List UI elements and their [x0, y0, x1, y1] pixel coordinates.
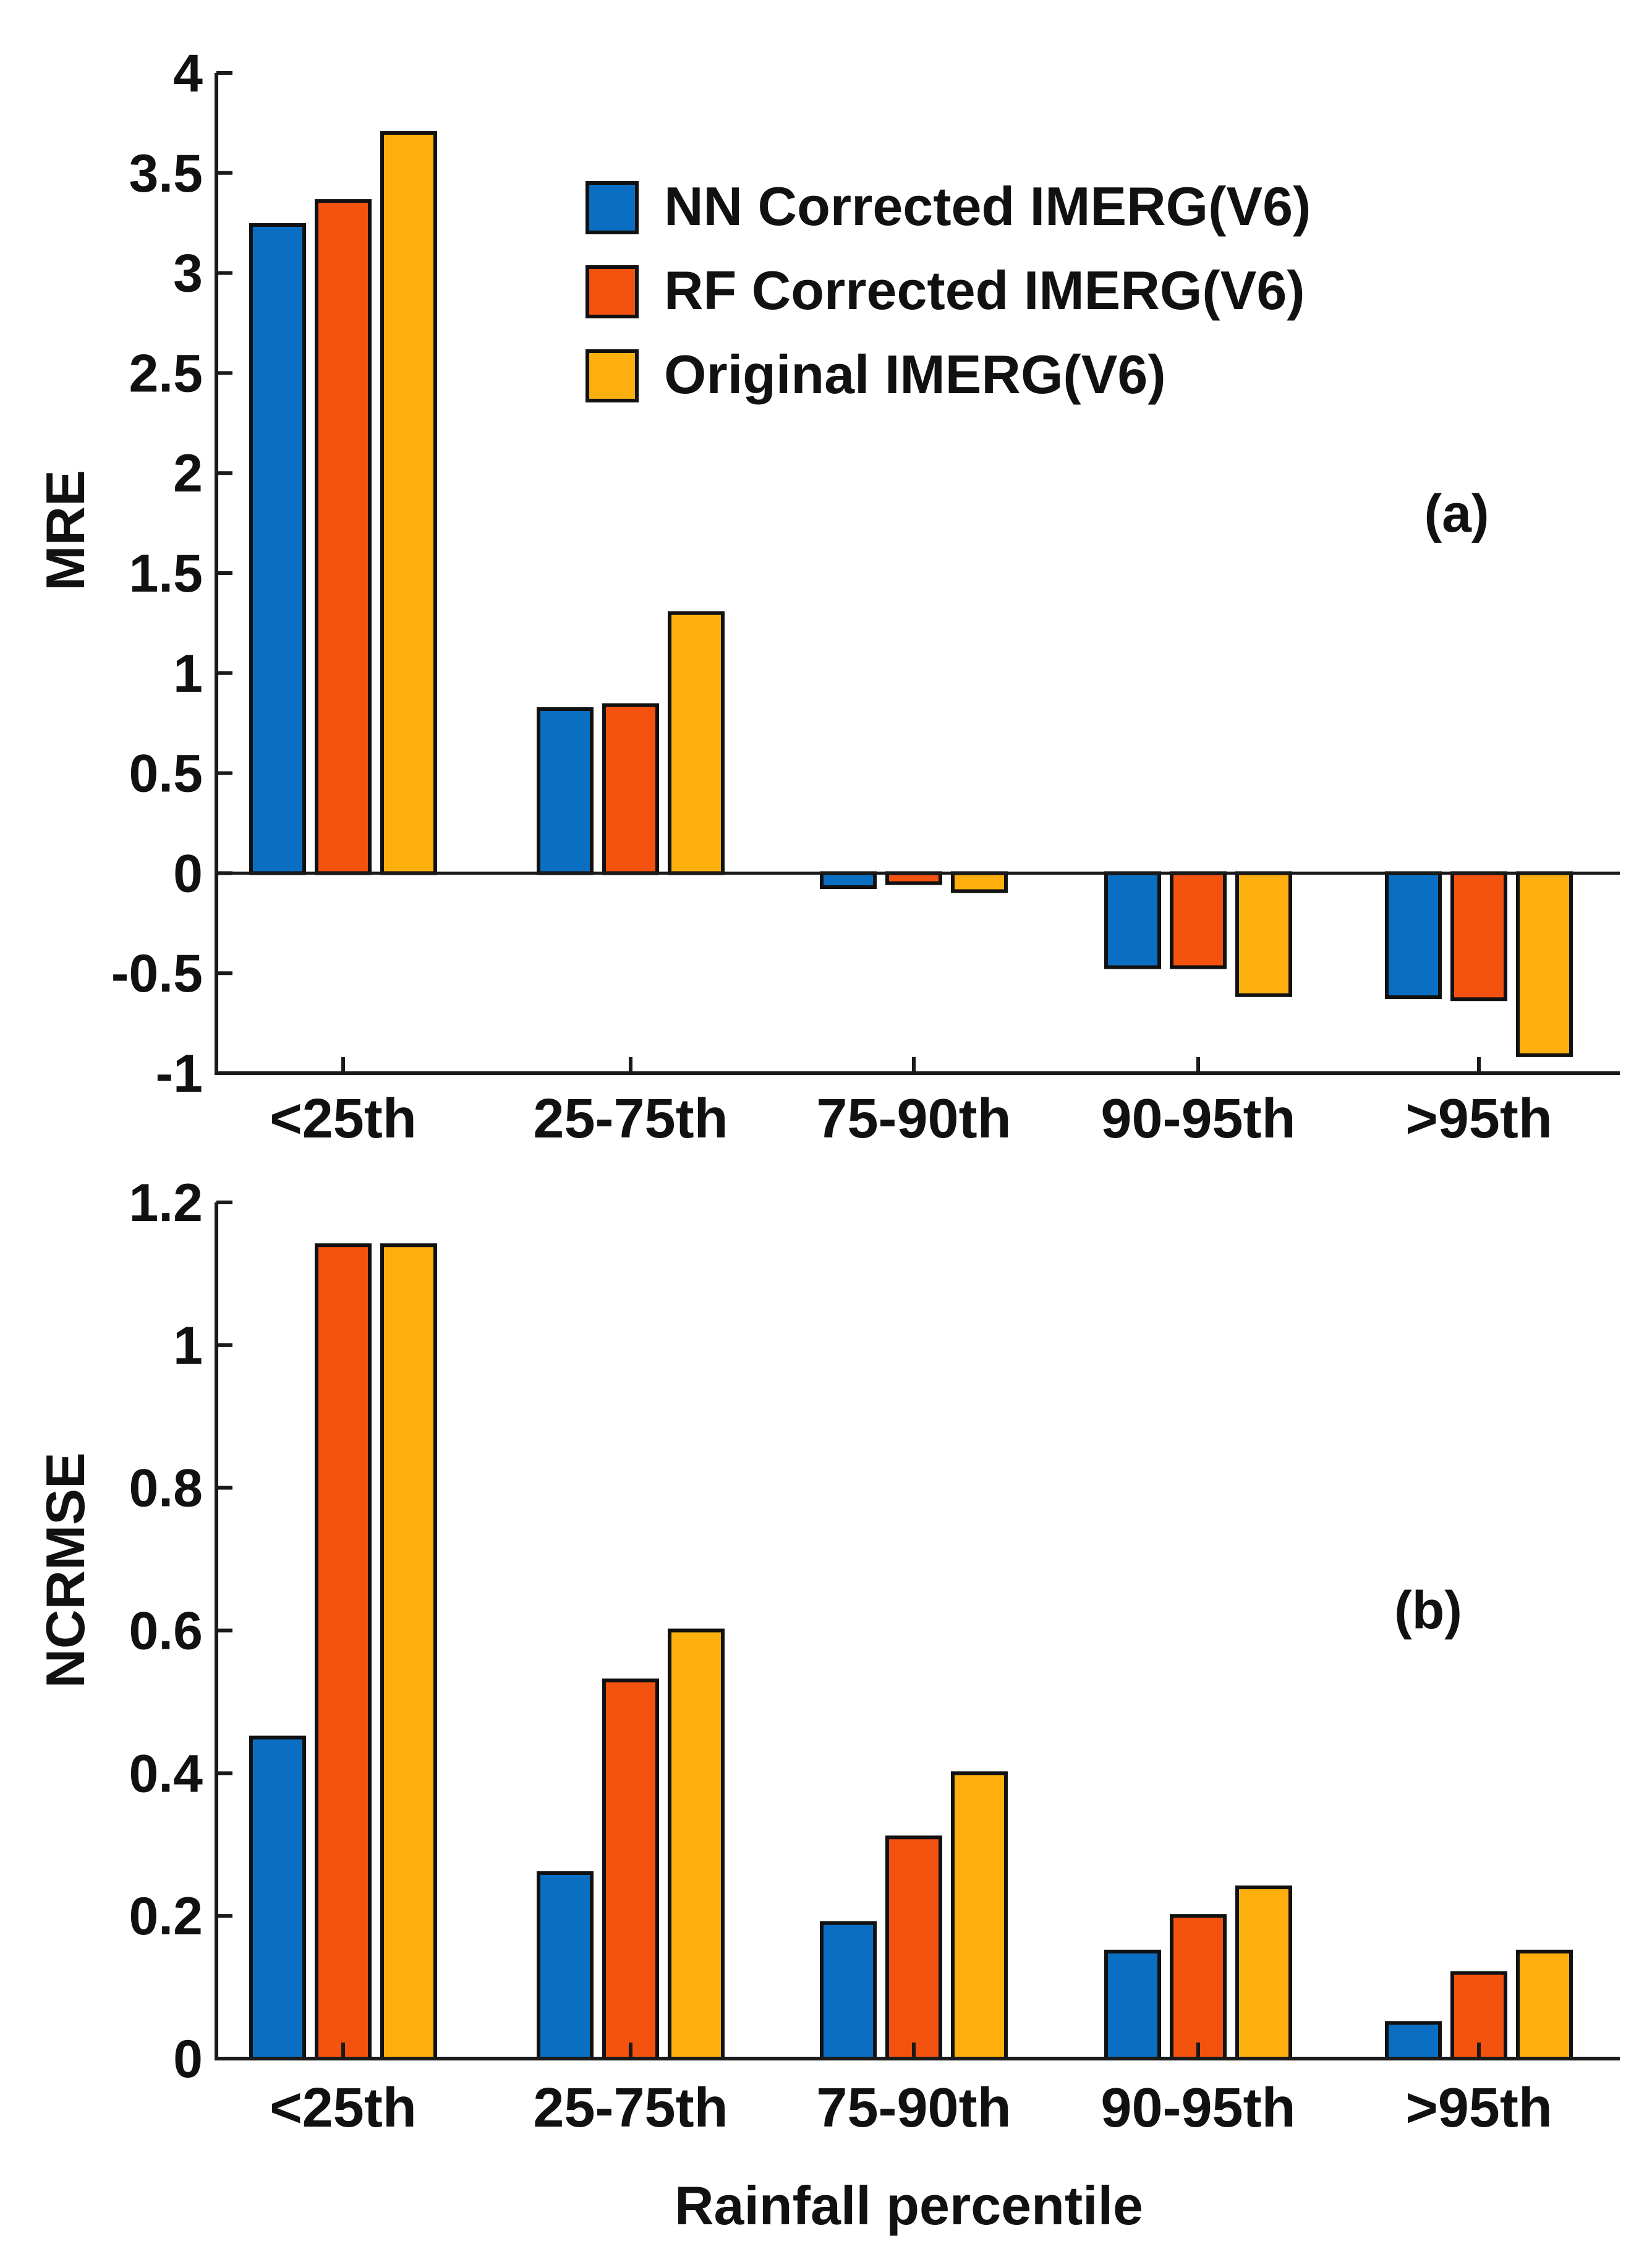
panel-a-y-tick-label: -0.5	[111, 944, 203, 1003]
legend-swatch-rf	[585, 265, 639, 318]
panel-a-bar-orig-25-75	[668, 611, 725, 875]
panel-a-bar-rf-gt95	[1450, 871, 1507, 1001]
legend: NN Corrected IMERG(V6) RF Corrected IMER…	[585, 176, 1311, 405]
panel-b-y-tick-label: 1.2	[129, 1173, 203, 1233]
panel-b-y-tick-label: 0.4	[129, 1744, 203, 1803]
panel-a-y-tick-label: 4	[173, 44, 203, 103]
panel-a-bar-orig-gt95	[1516, 871, 1573, 1057]
panel-b-bar-nn-75-90	[820, 1921, 877, 2060]
panel-b-bar-rf-75-90	[885, 1835, 942, 2060]
panel-b-bar-orig-25-75	[668, 1628, 725, 2060]
panel-a-x-tick-label-75-90: 75-90th	[816, 1088, 1011, 1150]
panel-a-y-tick-label: 2.5	[129, 344, 203, 403]
panel-b-bar-orig-75-90	[951, 1771, 1008, 2060]
panel-b-bar-nn-90-95	[1104, 1949, 1161, 2060]
panel-a-bar-orig-75-90	[951, 871, 1008, 893]
panel-a-x-tick-label-lt25: <25th	[270, 1088, 417, 1150]
panel-b-bar-nn-gt95	[1385, 2021, 1442, 2061]
panel-a-x-tick-label-gt95: >95th	[1405, 1088, 1552, 1150]
panel-b-x-tick-label-gt95: >95th	[1405, 2077, 1552, 2139]
panel-b-bars	[249, 1243, 1573, 2061]
panel-b-bar-nn-lt25	[249, 1735, 306, 2060]
legend-swatch-orig	[585, 349, 639, 402]
panel-a-mre-chart: 4 3.5 3 2.5 2 1.5 1 0.5 0 -0.5 -1 <25th 25-75th 75-9…	[35, 44, 1620, 1150]
panel-b-label: (b)	[1394, 1581, 1462, 1640]
panel-b-y-ticks: 1.2 1 0.8 0.6 0.4 0.2 0	[129, 1173, 232, 2089]
panel-a-y-tick-label: 3.5	[129, 144, 203, 203]
legend-label-orig: Original IMERG(V6)	[664, 344, 1166, 405]
panel-a-bar-nn-lt25	[249, 223, 306, 875]
panel-a-bar-rf-25-75	[602, 703, 659, 875]
x-axis-label: Rainfall percentile	[675, 2175, 1143, 2236]
panel-b-bar-rf-90-95	[1170, 1914, 1227, 2061]
panel-a-x-tick-label-90-95: 90-95th	[1101, 1088, 1295, 1150]
panel-b-x-tick-label-25-75: 25-75th	[533, 2077, 728, 2139]
panel-a-x-tick-label-25-75: 25-75th	[533, 1088, 728, 1150]
panel-a-y-tick-label: -1	[156, 1044, 203, 1103]
panel-a-y-ticks: 4 3.5 3 2.5 2 1.5 1 0.5 0 -0.5 -1	[111, 44, 232, 1103]
panel-a-x-ticks: <25th 25-75th 75-90th 90-95th >95th	[270, 1057, 1552, 1150]
panel-b-bar-orig-90-95	[1235, 1886, 1292, 2060]
panel-b-y-axis-label: NCRMSE	[35, 1452, 96, 1688]
panel-b-bar-orig-gt95	[1516, 1949, 1573, 2060]
panel-b-bar-nn-25-75	[537, 1871, 594, 2061]
panel-b-x-tick-label-75-90: 75-90th	[816, 2077, 1011, 2139]
panel-a-bar-rf-lt25	[315, 199, 372, 875]
panel-a-bars	[249, 131, 1573, 1057]
panel-b-ncrmse-chart: 1.2 1 0.8 0.6 0.4 0.2 0 <25th 25-75th 75-90th 90-…	[35, 1173, 1620, 2236]
panel-a-y-tick-label: 0	[173, 844, 203, 903]
panel-b-x-tick-label-lt25: <25th	[270, 2077, 417, 2139]
panel-a-bar-nn-gt95	[1385, 871, 1442, 1000]
panel-a-y-tick-label: 0.5	[129, 744, 203, 804]
panel-b-y-tick-label: 0.6	[129, 1602, 203, 1661]
panel-b-bar-orig-lt25	[380, 1243, 437, 2060]
panel-a-bar-orig-lt25	[380, 131, 437, 875]
panel-b-y-tick-label: 0.8	[129, 1459, 203, 1518]
panel-a-y-tick-label: 3	[173, 244, 203, 304]
panel-b-x-ticks: <25th 25-75th 75-90th 90-95th >95th	[270, 2043, 1552, 2139]
panel-a-bar-nn-25-75	[537, 707, 594, 875]
panel-b-y-tick-label: 1	[173, 1316, 203, 1375]
legend-label-rf: RF Corrected IMERG(V6)	[664, 260, 1305, 321]
panel-a-bar-orig-90-95	[1235, 871, 1292, 997]
legend-swatch-nn	[585, 181, 639, 234]
panel-a-y-tick-label: 2	[173, 444, 203, 503]
panel-a-y-tick-label: 1	[173, 644, 203, 704]
panel-a-bar-nn-75-90	[820, 871, 877, 890]
panel-a-bar-nn-90-95	[1104, 871, 1161, 969]
panel-a-y-axis-label: MRE	[35, 470, 96, 591]
panel-b-bar-rf-lt25	[315, 1243, 372, 2060]
panel-a-bar-rf-90-95	[1170, 871, 1227, 969]
panel-b-y-tick-label: 0.2	[129, 1887, 203, 1946]
panel-b-y-tick-label: 0	[173, 2030, 203, 2089]
panel-b-x-tick-label-90-95: 90-95th	[1101, 2077, 1295, 2139]
panel-a-y-tick-label: 1.5	[129, 544, 203, 603]
panel-b-bar-rf-25-75	[602, 1678, 659, 2061]
panel-a-label: (a)	[1424, 484, 1489, 543]
legend-label-nn: NN Corrected IMERG(V6)	[664, 176, 1311, 237]
